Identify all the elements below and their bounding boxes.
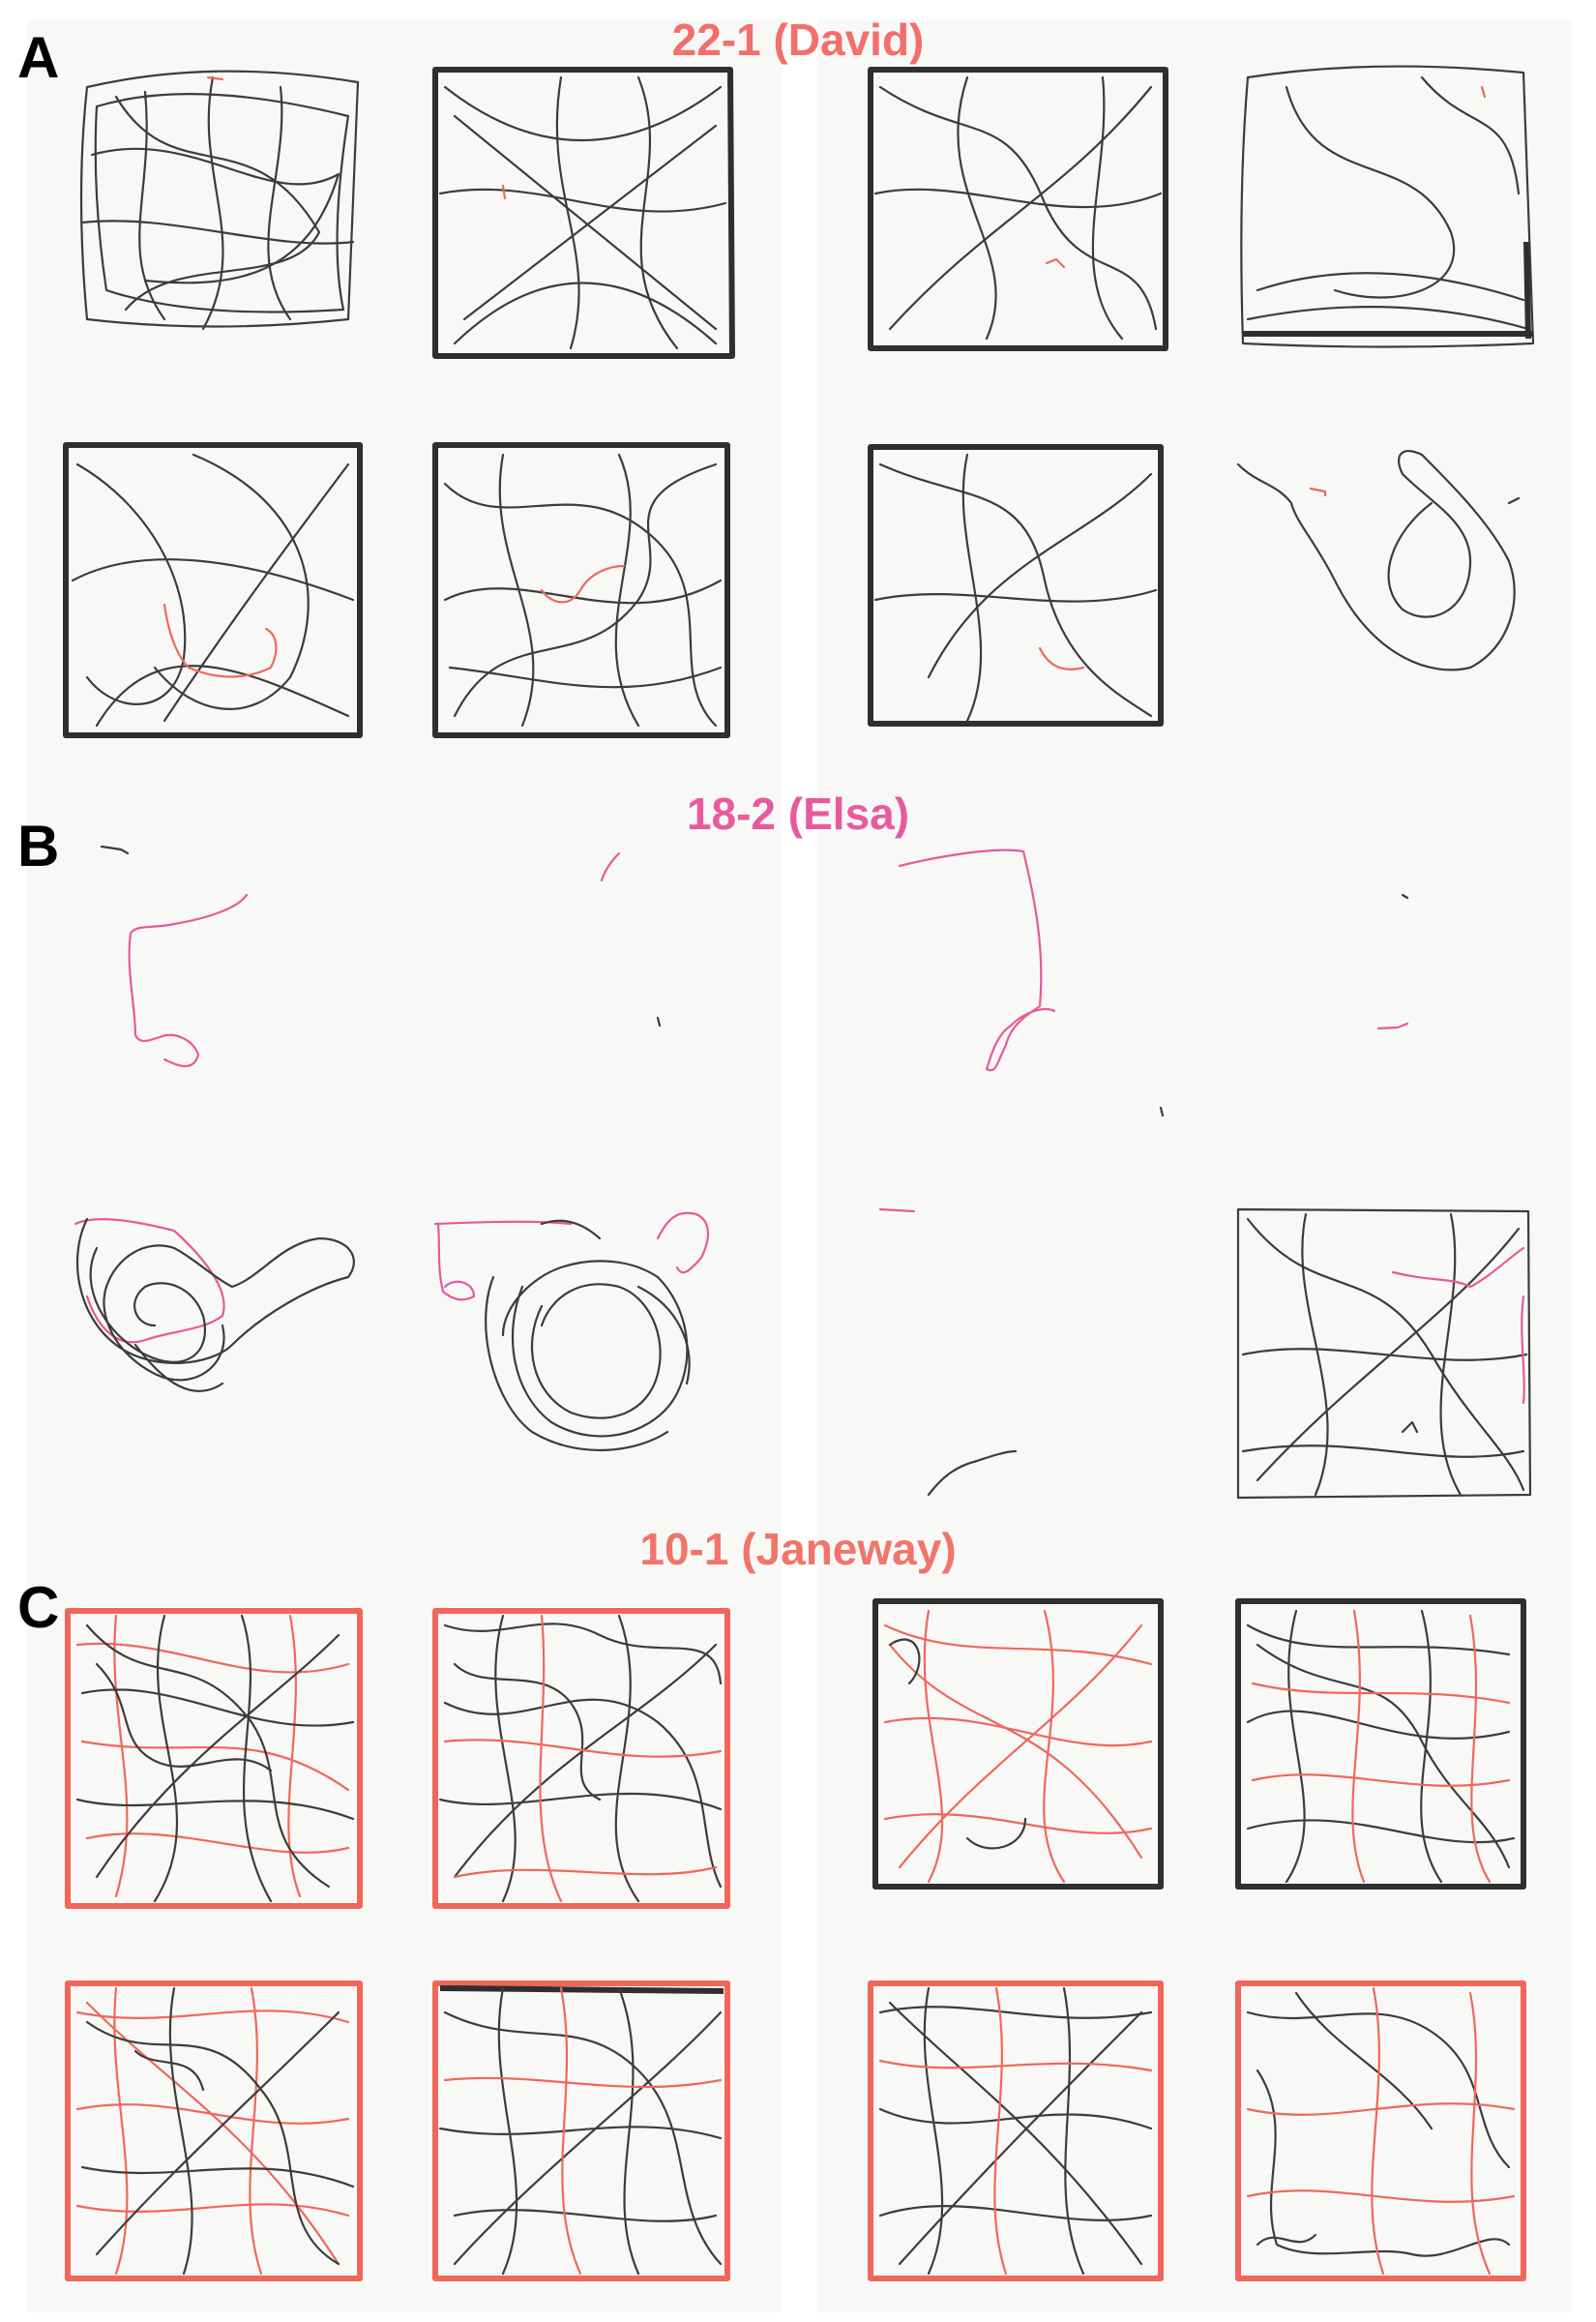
plot-c-2 xyxy=(435,1611,727,1906)
plot-c-8 xyxy=(1238,1983,1523,2278)
section-title-b: 18-2 (Elsa) xyxy=(0,791,1596,836)
plot-a-8 xyxy=(1238,451,1519,670)
plot-b-4 xyxy=(1378,895,1407,1028)
plot-b-1 xyxy=(102,847,247,1066)
plot-c-6 xyxy=(435,1983,727,2278)
plot-c-3 xyxy=(875,1601,1161,1887)
plot-c-5 xyxy=(68,1983,360,2278)
plot-b-7 xyxy=(880,1209,1016,1495)
plot-a-5 xyxy=(66,445,360,735)
plot-a-4 xyxy=(1241,67,1533,347)
plot-c-7 xyxy=(871,1983,1161,2278)
plot-b-6 xyxy=(435,1213,708,1450)
plot-a-1 xyxy=(81,72,358,329)
plot-a-3 xyxy=(871,70,1166,348)
plot-c-4 xyxy=(1238,1601,1523,1887)
plot-a-7 xyxy=(871,447,1161,724)
section-letter-c: C xyxy=(17,1579,59,1637)
plot-b-5 xyxy=(75,1219,354,1391)
plot-b-8 xyxy=(1238,1209,1530,1498)
plot-a-2 xyxy=(435,70,732,356)
plot-a-6 xyxy=(435,445,727,735)
section-title-a: 22-1 (David) xyxy=(0,17,1596,62)
plot-b-2 xyxy=(602,853,660,1026)
plot-c-1 xyxy=(68,1611,360,1906)
section-title-c: 10-1 (Janeway) xyxy=(0,1527,1596,1571)
plot-b-3 xyxy=(900,850,1163,1116)
